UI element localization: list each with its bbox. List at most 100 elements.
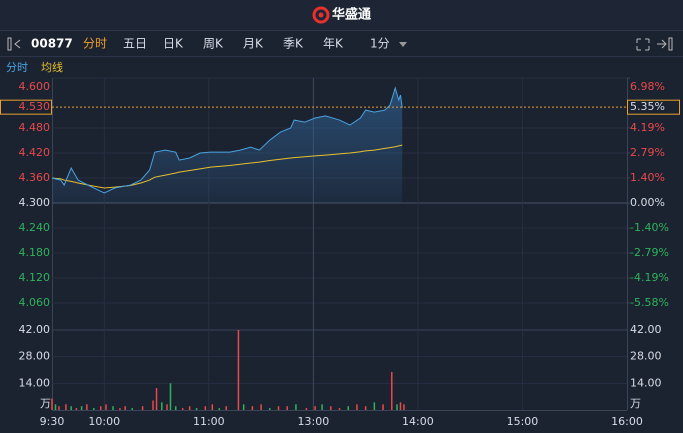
volume-bar bbox=[58, 406, 60, 410]
tab[interactable]: 分时 bbox=[83, 37, 107, 51]
volume-bar bbox=[242, 404, 245, 410]
current-price-label: 4.530 bbox=[19, 100, 51, 113]
volume-bar bbox=[314, 406, 316, 410]
tab[interactable]: 五日 bbox=[123, 37, 147, 51]
vol-tick-label: 28.00 bbox=[19, 350, 51, 363]
legend-item: 分时 bbox=[6, 61, 28, 74]
vol-tick-label: 14.00 bbox=[19, 376, 51, 389]
y2-tick-label: -2.79% bbox=[630, 246, 669, 259]
x-tick-label: 16:00 bbox=[611, 415, 643, 428]
volume-bar bbox=[93, 408, 95, 410]
volume-bar bbox=[166, 404, 168, 410]
y2-tick-label: 6.98% bbox=[630, 80, 665, 93]
volume-bar bbox=[124, 406, 126, 410]
series-line bbox=[51, 144, 403, 189]
volume-bar bbox=[237, 330, 240, 410]
volume-bar bbox=[347, 406, 349, 410]
legend-item: 均线 bbox=[41, 60, 63, 74]
vol-tick-label: 42.00 bbox=[19, 323, 51, 336]
current-pct-box bbox=[627, 99, 680, 115]
expand-icon[interactable] bbox=[657, 37, 673, 51]
volume-bar bbox=[152, 400, 154, 410]
volume-bar bbox=[277, 406, 280, 410]
series-line bbox=[51, 86, 403, 194]
vol-unit: 万 bbox=[40, 397, 51, 410]
title-bar bbox=[0, 0, 683, 30]
y2-tick-label: -5.58% bbox=[630, 296, 669, 309]
tab[interactable]: 季K bbox=[283, 37, 304, 51]
y2-tick-label: -4.19% bbox=[630, 271, 669, 284]
volume-bar bbox=[218, 408, 221, 410]
vol-unit: 万 bbox=[630, 397, 641, 410]
volume-bar bbox=[338, 408, 341, 410]
volume-bar bbox=[225, 406, 227, 410]
vol-tick-label: 14.00 bbox=[630, 376, 662, 389]
x-tick-label: 11:00 bbox=[193, 415, 225, 428]
volume-bar bbox=[286, 406, 288, 410]
logo-icon bbox=[312, 6, 330, 24]
vol-tick-label: 42.00 bbox=[630, 323, 662, 336]
fullscreen-icon[interactable] bbox=[636, 38, 650, 51]
tab[interactable]: 日K bbox=[163, 37, 184, 51]
volume-bar bbox=[260, 404, 262, 410]
volume-bar bbox=[112, 406, 114, 410]
y-tick-label: 4.480 bbox=[19, 121, 51, 134]
tab[interactable]: 周K bbox=[203, 37, 224, 51]
volume-bar bbox=[364, 406, 367, 410]
y2-tick-label: 4.19% bbox=[630, 121, 665, 134]
y-tick-label: 4.420 bbox=[19, 146, 51, 159]
volume-bar bbox=[382, 404, 384, 410]
volume-bar bbox=[188, 406, 191, 410]
y-tick-label: 4.300 bbox=[19, 196, 51, 209]
tab[interactable]: 年K bbox=[323, 37, 344, 51]
volume-bar bbox=[70, 406, 72, 410]
y-tick-label: 4.240 bbox=[19, 221, 51, 234]
volume-bar bbox=[100, 406, 102, 410]
y-tick-label: 4.120 bbox=[19, 271, 51, 284]
app-title: 华盛通 bbox=[332, 7, 371, 23]
y-tick-label: 4.180 bbox=[19, 246, 51, 259]
tab[interactable]: 月K bbox=[243, 37, 264, 51]
volume-bar bbox=[80, 406, 83, 410]
volume-bar bbox=[211, 404, 214, 410]
volume-bar bbox=[155, 388, 158, 410]
stock-code: 00877 bbox=[31, 37, 73, 51]
volume-bar bbox=[391, 371, 393, 410]
volume-bar bbox=[169, 383, 172, 410]
volume-bar bbox=[119, 408, 121, 410]
volume-bar bbox=[195, 408, 198, 410]
volume-bar bbox=[131, 408, 133, 410]
y2-tick-label: -1.40% bbox=[630, 221, 669, 234]
volume-bar bbox=[141, 406, 144, 410]
volume-bar bbox=[269, 408, 271, 410]
vol-tick-label: 28.00 bbox=[630, 350, 662, 363]
y2-tick-label: 1.40% bbox=[630, 171, 665, 184]
volume-bar bbox=[356, 404, 358, 410]
x-tick-label: 10:00 bbox=[88, 415, 120, 428]
y2-tick-label: 0.00% bbox=[630, 196, 665, 209]
volume-bar bbox=[54, 404, 57, 410]
x-tick-label: 9:30 bbox=[40, 415, 65, 428]
current-pct-label: 5.35% bbox=[630, 100, 665, 113]
current-price-box bbox=[0, 99, 52, 115]
volume-bar bbox=[75, 408, 78, 410]
dropdown-arrow[interactable] bbox=[399, 42, 407, 47]
volume-bar bbox=[51, 398, 53, 410]
interval-selector[interactable]: 1分 bbox=[370, 37, 390, 51]
y-tick-label: 4.600 bbox=[19, 80, 51, 93]
price-area bbox=[52, 88, 403, 203]
volume-bar bbox=[321, 404, 323, 410]
volume-bar bbox=[204, 406, 207, 410]
volume-bar bbox=[174, 406, 177, 410]
volume-bar bbox=[65, 404, 67, 410]
volume-bar bbox=[373, 402, 376, 410]
volume-bar bbox=[251, 406, 254, 410]
collapse-icon[interactable] bbox=[7, 37, 21, 51]
volume-bar bbox=[105, 404, 107, 410]
volume-bar bbox=[305, 408, 308, 410]
volume-bar bbox=[161, 402, 163, 410]
y-tick-label: 4.060 bbox=[19, 296, 51, 309]
